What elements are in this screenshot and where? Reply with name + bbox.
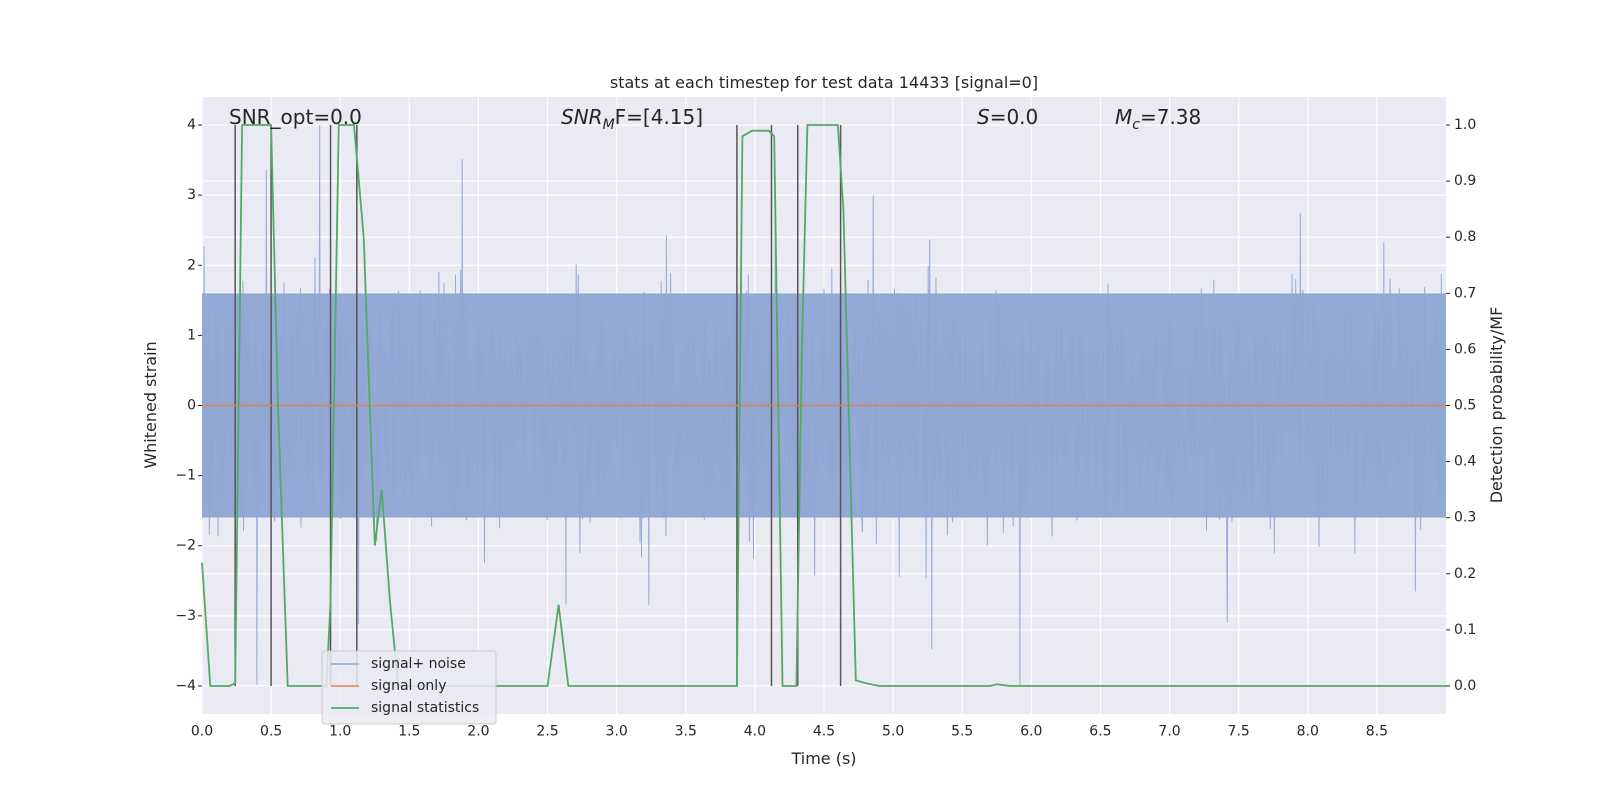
x-tick-label: 4.0 xyxy=(744,724,766,740)
y-ticks-right: 0.0 0.1 0.2 0.3 0.4 0.5 0.6 0.7 0.8 0.9 1.0 xyxy=(1446,117,1476,694)
annotation-mc: Mc=7.38 xyxy=(1115,105,1201,133)
x-tick-label: 2.0 xyxy=(467,724,489,740)
y-tick-label-right: 0.0 xyxy=(1454,678,1476,694)
x-tick-label: 1.5 xyxy=(398,724,420,740)
y-tick-label-left: −4 xyxy=(175,678,196,694)
x-axis-label: Time (s) xyxy=(790,749,856,768)
signal-statistics-line xyxy=(201,124,1446,687)
y-tick-label-right: 0.9 xyxy=(1454,173,1476,189)
x-tick-label: 5.0 xyxy=(882,724,904,740)
y-tick-label-right: 1.0 xyxy=(1454,117,1476,133)
x-tick-label: 6.0 xyxy=(1020,724,1042,740)
y-tick-label-left: 2 xyxy=(187,257,196,273)
y-axis-label-right: Detection probability/MF xyxy=(1487,307,1506,504)
x-tick-label: 2.5 xyxy=(536,724,558,740)
y-tick-label-left: −3 xyxy=(175,608,196,624)
y-tick-label-left: 4 xyxy=(187,117,196,133)
legend: signal+ noise signal only signal statist… xyxy=(321,650,497,725)
x-tick-label: 3.5 xyxy=(675,724,697,740)
y-tick-label-right: 0.7 xyxy=(1454,285,1476,301)
y-tick-label-right: 0.2 xyxy=(1454,566,1476,582)
x-tick-label: 3.0 xyxy=(606,724,628,740)
y-tick-label-right: 0.8 xyxy=(1454,229,1476,245)
x-tick-label: 1.0 xyxy=(329,724,351,740)
x-tick-label: 6.5 xyxy=(1089,724,1111,740)
noise-trace xyxy=(202,124,1446,687)
x-tick-label: 0.0 xyxy=(191,724,213,740)
y-tick-label-right: 0.3 xyxy=(1454,510,1476,526)
y-tick-label-left: 0 xyxy=(187,398,196,414)
x-tick-label: 8.0 xyxy=(1297,724,1319,740)
annotation-s: S=0.0 xyxy=(977,105,1038,129)
chart-title: stats at each timestep for test data 144… xyxy=(610,73,1038,92)
y-ticks-left: −4 −3 −2 −1 0 1 2 3 4 xyxy=(175,117,202,694)
x-tick-label: 0.5 xyxy=(260,724,282,740)
y-tick-label-right: 0.1 xyxy=(1454,622,1476,638)
legend-label-signal: signal only xyxy=(371,678,446,694)
x-ticks: 0.0 0.5 1.0 1.5 2.0 2.5 3.0 3.5 4.0 4.5 5.0 5.5 6.0 6… xyxy=(191,724,1388,740)
x-tick-label: 8.5 xyxy=(1366,724,1388,740)
y-tick-label-left: −1 xyxy=(175,468,196,484)
x-tick-label: 7.5 xyxy=(1228,724,1250,740)
y-tick-label-right: 0.4 xyxy=(1454,454,1476,470)
legend-box xyxy=(321,650,497,725)
y-tick-label-left: 1 xyxy=(187,327,196,343)
annotation-snr-opt: SNR_opt=0.0 xyxy=(229,105,362,129)
y-tick-label-left: 3 xyxy=(187,187,196,203)
y-tick-label-right: 0.6 xyxy=(1454,341,1476,357)
x-tick-label: 4.5 xyxy=(813,724,835,740)
x-tick-label: 5.5 xyxy=(951,724,973,740)
legend-label-stats: signal statistics xyxy=(371,700,479,716)
y-tick-label-right: 0.5 xyxy=(1454,398,1476,414)
y-axis-label-left: Whitened strain xyxy=(141,341,160,468)
y-tick-label-left: −2 xyxy=(175,538,196,554)
legend-label-noise: signal+ noise xyxy=(371,656,466,672)
x-tick-label: 7.0 xyxy=(1158,724,1180,740)
annotation-snr-mf: SNRMF=[4.15] xyxy=(561,105,703,133)
